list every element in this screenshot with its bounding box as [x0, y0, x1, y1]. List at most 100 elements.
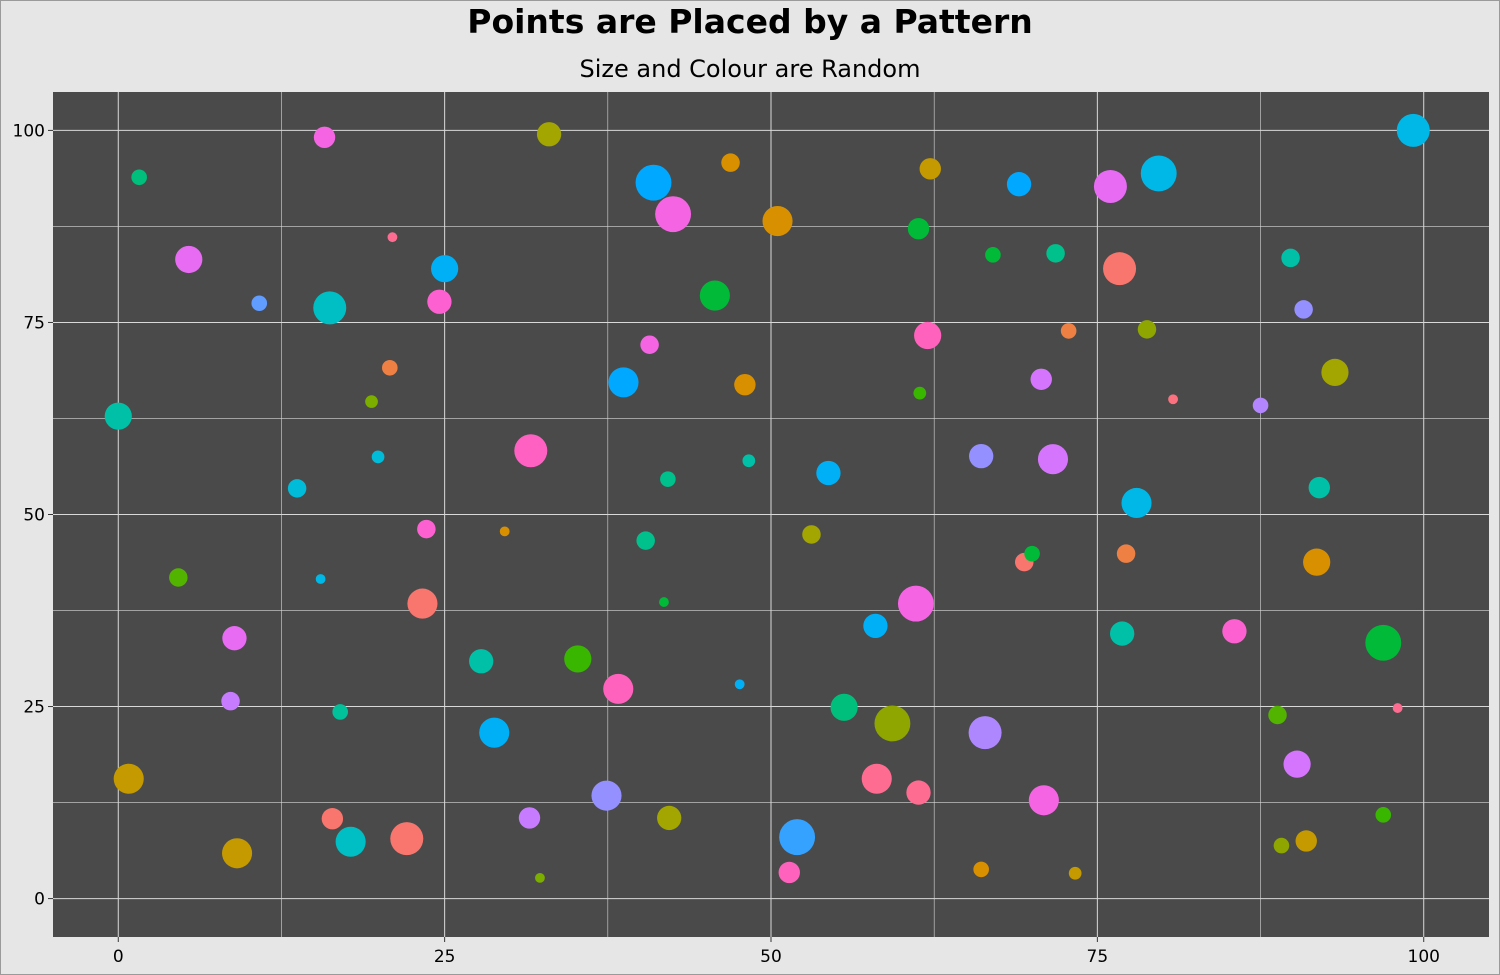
scatter-point: [1046, 244, 1065, 263]
scatter-point: [332, 704, 349, 720]
scatter-point: [407, 588, 438, 619]
scatter-point: [1222, 619, 1247, 644]
scatter-point: [913, 386, 927, 400]
data-points: [104, 113, 1430, 884]
scatter-point: [251, 295, 268, 312]
scatter-point: [1392, 703, 1403, 713]
scatter-point: [222, 838, 253, 869]
scatter-point: [591, 780, 622, 811]
scatter-point: [640, 335, 659, 354]
x-tick-label: 0: [113, 947, 124, 967]
scatter-point: [222, 626, 247, 651]
scatter-point: [131, 169, 147, 186]
scatter-point: [742, 454, 756, 468]
scatter-point: [1294, 300, 1313, 319]
y-tick-label: 50: [23, 506, 45, 526]
y-tick-label: 100: [13, 121, 45, 141]
scatter-point: [969, 443, 994, 469]
y-tick-label: 75: [23, 313, 45, 333]
scatter-point: [564, 645, 592, 673]
scatter-point: [1103, 252, 1137, 286]
y-axis-ticks: 0 25 50 75 100: [13, 121, 53, 910]
scatter-point: [1396, 113, 1430, 147]
chart-subtitle: Size and Colour are Random: [579, 55, 921, 83]
scatter-point: [660, 471, 676, 487]
scatter-point: [914, 321, 942, 350]
scatter-point: [734, 679, 745, 690]
scatter-point: [387, 232, 398, 243]
scatter-point: [907, 218, 930, 240]
scatter-point: [390, 822, 424, 856]
scatter-point: [536, 122, 562, 147]
scatter-point: [779, 819, 816, 856]
scatter-point: [1028, 785, 1059, 816]
x-tick-label: 25: [434, 947, 456, 967]
scatter-point: [968, 716, 1002, 750]
scatter-point: [985, 247, 1001, 263]
scatter-point: [973, 861, 989, 878]
scatter-point: [1308, 476, 1330, 499]
scatter-point: [365, 395, 378, 408]
scatter-point: [1068, 866, 1082, 880]
grid-lines: [53, 92, 1489, 937]
scatter-point: [608, 367, 639, 398]
scatter-point: [1252, 397, 1269, 414]
scatter-point: [1283, 750, 1311, 778]
scatter-point: [863, 613, 888, 639]
scatter-point: [1121, 487, 1152, 519]
scatter-point: [734, 373, 756, 396]
scatter-point: [1093, 169, 1127, 203]
scatter-point: [636, 531, 655, 550]
scatter-point: [874, 705, 911, 742]
x-tick-label: 75: [1087, 947, 1109, 967]
scatter-point: [514, 434, 548, 468]
scatter-point: [721, 153, 740, 172]
scatter-point: [830, 693, 858, 721]
scatter-point: [221, 691, 240, 711]
scatter-point: [321, 808, 344, 830]
scatter-point: [1268, 705, 1287, 725]
x-tick-label: 100: [1408, 947, 1440, 967]
scatter-point: [1116, 544, 1136, 563]
scatter-point: [313, 291, 347, 325]
y-tick-label: 0: [34, 890, 45, 910]
scatter-point: [919, 158, 941, 180]
scatter-point: [1295, 830, 1317, 852]
scatter-point: [431, 255, 459, 283]
scatter-point: [1168, 394, 1178, 405]
x-axis-ticks: 0 25 50 75 100: [113, 937, 1440, 967]
scatter-point: [113, 763, 144, 794]
scatter-point: [535, 872, 545, 883]
scatter-point: [169, 568, 188, 587]
scatter-point: [175, 245, 203, 274]
scatter-point: [417, 519, 436, 539]
scatter-point: [382, 359, 398, 376]
scatter-point: [518, 807, 541, 829]
scatter-point: [1273, 837, 1290, 854]
chart-title: Points are Placed by a Pattern: [467, 2, 1033, 41]
scatter-point: [1006, 172, 1032, 197]
x-tick-label: 50: [760, 947, 782, 967]
scatter-point: [655, 196, 692, 233]
scatter-point: [1281, 248, 1300, 268]
scatter-point: [603, 673, 634, 704]
scatter-point: [104, 402, 132, 430]
scatter-point: [1375, 807, 1392, 823]
scatter-point: [479, 717, 510, 748]
scatter-point: [635, 164, 672, 201]
scatter-point: [335, 826, 366, 857]
scatter-point: [315, 574, 326, 584]
scatter-point: [659, 597, 669, 607]
scatter-point: [287, 479, 307, 498]
scatter-point: [897, 585, 934, 622]
y-tick-label: 25: [23, 698, 45, 718]
scatter-point: [469, 649, 494, 674]
scatter-point: [657, 805, 682, 831]
scatter-point: [313, 126, 336, 149]
scatter-point: [1321, 358, 1349, 386]
scatter-point: [906, 780, 931, 805]
scatter-point: [1303, 548, 1331, 576]
scatter-point: [802, 525, 821, 544]
scatter-point: [762, 206, 793, 237]
